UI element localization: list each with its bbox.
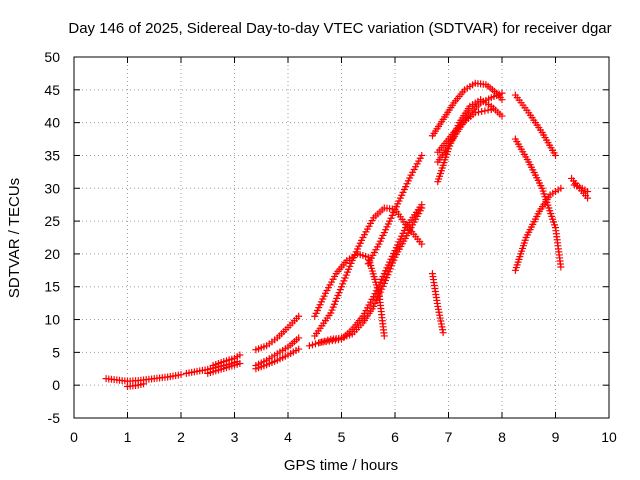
series-arc-14 xyxy=(428,270,447,337)
x-tick-label: 4 xyxy=(284,429,292,445)
series-arc-12 xyxy=(316,201,426,347)
y-tick-label: 40 xyxy=(44,115,60,131)
y-tick-label: 5 xyxy=(52,344,60,360)
series-arc-19 xyxy=(511,91,559,159)
y-tick-label: 15 xyxy=(44,279,60,295)
data-point xyxy=(584,194,592,202)
series-arc-23 xyxy=(570,181,592,196)
data-point xyxy=(552,151,559,159)
y-axis-label: SDTVAR / TECUs xyxy=(6,178,23,298)
series-arc-13 xyxy=(364,151,426,268)
x-tick-label: 7 xyxy=(445,429,453,445)
data-point xyxy=(305,342,313,350)
data-point xyxy=(380,332,388,340)
series-arc-21 xyxy=(511,184,565,274)
data-point xyxy=(484,106,492,114)
data-point xyxy=(295,312,303,320)
series-arc-18 xyxy=(434,106,495,156)
data-point xyxy=(418,240,426,248)
y-tick-label: 30 xyxy=(44,180,60,196)
data-point xyxy=(478,107,486,115)
y-tick-label: 10 xyxy=(44,312,60,328)
data-point xyxy=(295,334,303,342)
data-point xyxy=(236,351,244,359)
y-tick-label: -5 xyxy=(48,410,61,426)
y-tick-labels: -5 0 5 10 15 20 25 30 35 40 45 50 xyxy=(44,49,60,426)
data-point xyxy=(312,340,320,348)
series-arc-4 xyxy=(204,360,244,377)
series-arc-15 xyxy=(428,79,506,140)
y-tick-label: 35 xyxy=(44,147,60,163)
y-tick-label: 20 xyxy=(44,246,60,262)
data-point xyxy=(498,96,506,104)
data-point xyxy=(557,263,565,271)
series-arc-8 xyxy=(252,334,303,369)
x-axis-label: GPS time / hours xyxy=(284,457,398,474)
series-arc-5 xyxy=(209,351,244,369)
data-point xyxy=(236,360,244,368)
data-point xyxy=(498,89,506,97)
x-tick-label: 5 xyxy=(338,429,346,445)
x-tick-label: 8 xyxy=(498,429,506,445)
data-point xyxy=(471,109,479,117)
x-tick-label: 3 xyxy=(231,429,239,445)
y-tick-label: 0 xyxy=(52,377,60,393)
chart-title: Day 146 of 2025, Sidereal Day-to-day VTE… xyxy=(68,20,611,37)
data-point xyxy=(439,329,447,337)
data-point xyxy=(140,380,148,388)
series-arc-2 xyxy=(124,380,148,390)
series-arc-7 xyxy=(252,345,303,373)
data-point xyxy=(308,341,316,349)
data-point xyxy=(177,371,185,379)
y-tick-label: 45 xyxy=(44,82,60,98)
x-tick-label: 10 xyxy=(601,429,617,445)
data-point xyxy=(557,184,565,192)
axis-ticks xyxy=(73,56,610,419)
data-point xyxy=(295,345,303,353)
x-tick-label: 9 xyxy=(552,429,560,445)
data-points xyxy=(102,79,592,390)
grid-lines xyxy=(74,57,609,418)
data-point xyxy=(481,107,489,115)
x-tick-label: 2 xyxy=(177,429,185,445)
data-point xyxy=(487,106,495,114)
x-tick-label: 6 xyxy=(391,429,399,445)
series-arc-10 xyxy=(311,204,426,340)
y-tick-label: 25 xyxy=(44,213,60,229)
series-arc-6 xyxy=(252,312,303,354)
data-point xyxy=(418,151,426,159)
x-tick-label: 1 xyxy=(124,429,132,445)
x-tick-label: 0 xyxy=(70,429,78,445)
x-tick-labels: 0 1 2 3 4 5 6 7 8 9 10 xyxy=(70,429,617,445)
data-point xyxy=(418,201,426,209)
y-tick-label: 50 xyxy=(44,49,60,65)
data-point xyxy=(474,108,482,116)
data-point xyxy=(584,188,592,196)
data-point xyxy=(498,112,506,120)
